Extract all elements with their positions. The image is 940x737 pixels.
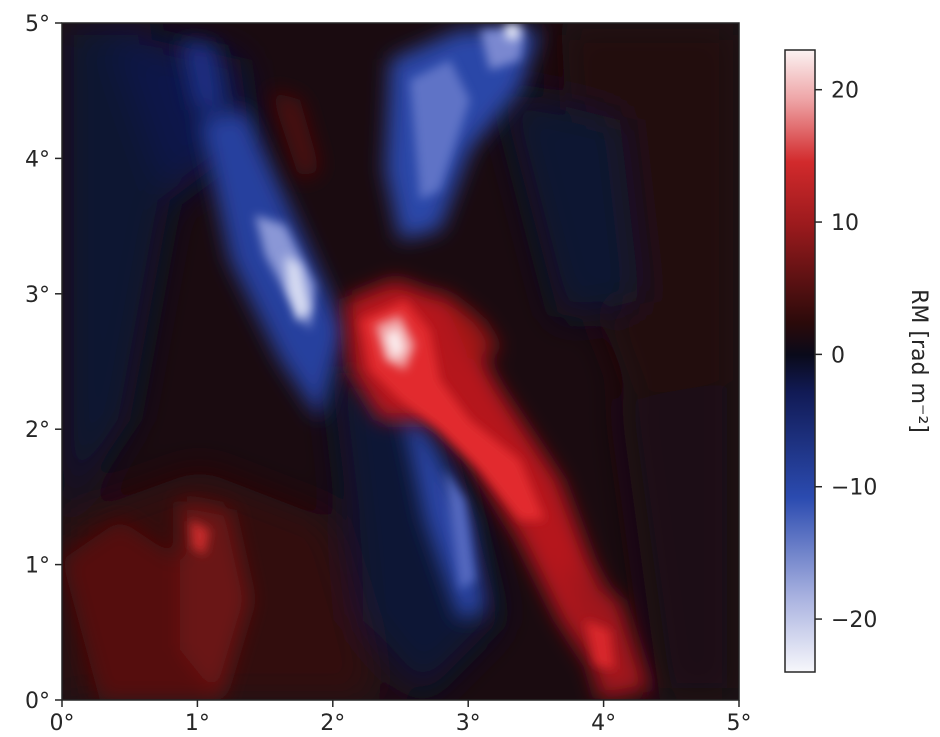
x-tick-label: 0° bbox=[50, 711, 75, 736]
x-tick-label: 4° bbox=[591, 711, 616, 736]
x-tick-label: 2° bbox=[320, 711, 345, 736]
colorbar-tick-label: −10 bbox=[831, 476, 877, 501]
y-tick-label: 3° bbox=[25, 283, 50, 308]
colorbar-ticks: 20 10 0 −10 −20 bbox=[815, 79, 877, 633]
y-tick-label: 0° bbox=[25, 689, 50, 714]
colorbar-label: RM [rad m⁻²] bbox=[906, 289, 931, 433]
colorbar-tick-label: 10 bbox=[831, 211, 859, 236]
y-tick-label: 4° bbox=[25, 147, 50, 172]
x-tick-label: 3° bbox=[456, 711, 481, 736]
colorbar-tick-label: −20 bbox=[831, 608, 877, 633]
colorbar-tick-label: 0 bbox=[831, 343, 845, 368]
colorbar-frame bbox=[784, 49, 816, 673]
colorbar bbox=[785, 50, 815, 672]
x-tick-label: 1° bbox=[185, 711, 210, 736]
x-tick-label: 5° bbox=[727, 711, 752, 736]
heatmap-image bbox=[62, 23, 739, 700]
y-tick-label: 5° bbox=[25, 12, 50, 37]
colorbar-tick-label: 20 bbox=[831, 79, 859, 104]
y-tick-label: 2° bbox=[25, 418, 50, 443]
axes: 0° 1° 2° 3° 4° 5° 0° 1° 2° 3° 4° 5° bbox=[25, 12, 752, 736]
y-tick-label: 1° bbox=[25, 554, 50, 579]
plot-frame bbox=[61, 22, 740, 701]
